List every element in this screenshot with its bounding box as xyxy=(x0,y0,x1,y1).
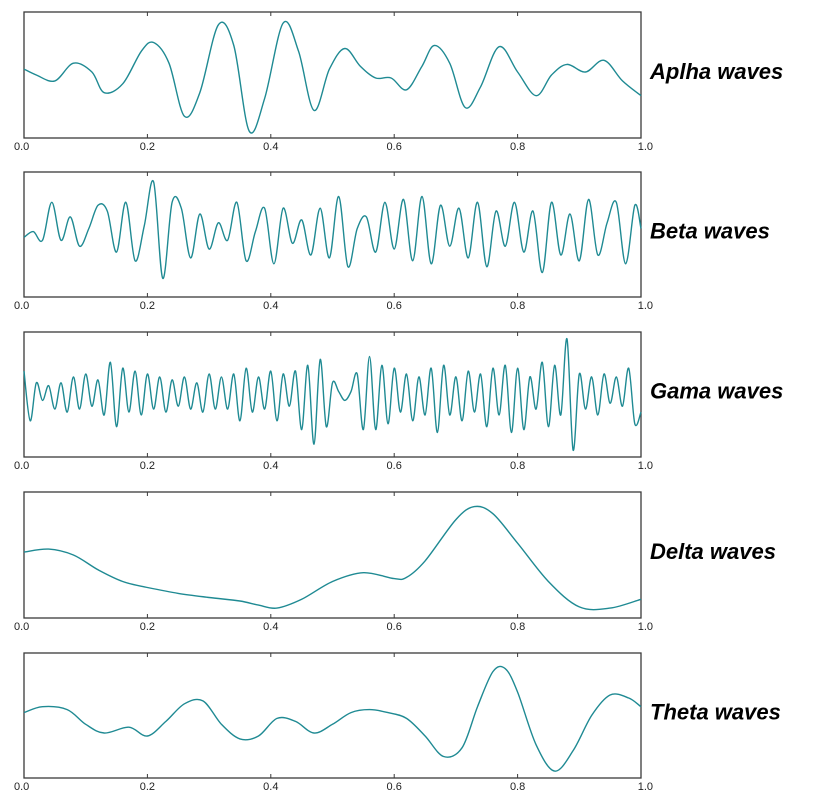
alpha-wave-line xyxy=(23,20,642,134)
gamma-wave-line xyxy=(23,338,642,451)
x-tick-label: 0.6 xyxy=(387,781,402,793)
theta-plot-frame xyxy=(23,652,642,779)
x-tick-label: 1.0 xyxy=(638,460,653,472)
x-tick-label: 0.2 xyxy=(140,300,155,312)
beta-wave-label: Beta waves xyxy=(650,218,770,243)
x-tick-label: 0.4 xyxy=(263,460,278,472)
x-tick-label: 1.0 xyxy=(638,300,653,312)
x-tick-label: 1.0 xyxy=(638,141,653,153)
theta-wave-label: Theta waves xyxy=(650,699,781,724)
x-tick-label: 0.0 xyxy=(14,460,29,472)
x-tick-label: 0.8 xyxy=(510,781,525,793)
x-tick-label: 0.8 xyxy=(510,621,525,633)
gamma-wave-label: Gama waves xyxy=(650,378,783,403)
x-tick-label: 0.6 xyxy=(387,460,402,472)
alpha-wave-panel: 0.0 0.2 0.4 0.6 0.8 1.0 Aplha waves xyxy=(14,11,783,153)
x-tick-label: 0.8 xyxy=(510,300,525,312)
x-tick-label: 0.6 xyxy=(387,621,402,633)
x-tick-label: 0.2 xyxy=(140,460,155,472)
beta-wave-panel: 0.0 0.2 0.4 0.6 0.8 1.0 Beta waves xyxy=(14,171,770,312)
delta-wave-line xyxy=(23,505,642,611)
x-tick-label: 0.2 xyxy=(140,781,155,793)
x-tick-label: 0.4 xyxy=(263,621,278,633)
x-tick-label: 0.0 xyxy=(14,781,29,793)
x-tick-label: 0.0 xyxy=(14,621,29,633)
delta-wave-panel: 0.0 0.2 0.4 0.6 0.8 1.0 Delta waves xyxy=(14,491,776,633)
x-tick-label: 0.2 xyxy=(140,621,155,633)
x-tick-label: 0.0 xyxy=(14,141,29,153)
x-tick-label: 0.4 xyxy=(263,300,278,312)
beta-wave-line xyxy=(23,180,642,280)
theta-wave-line xyxy=(23,665,642,772)
x-tick-label: 1.0 xyxy=(638,781,653,793)
x-tick-label: 0.6 xyxy=(387,141,402,153)
alpha-plot-frame xyxy=(23,11,642,139)
gamma-plot-frame xyxy=(23,331,642,458)
x-tick-label: 0.2 xyxy=(140,141,155,153)
x-tick-label: 0.8 xyxy=(510,460,525,472)
x-tick-label: 0.4 xyxy=(263,781,278,793)
x-tick-label: 1.0 xyxy=(638,621,653,633)
x-tick-label: 0.6 xyxy=(387,300,402,312)
x-tick-label: 0.8 xyxy=(510,141,525,153)
theta-wave-panel: 0.0 0.2 0.4 0.6 0.8 1.0 Theta waves xyxy=(14,652,781,793)
alpha-wave-label: Aplha waves xyxy=(649,59,783,84)
delta-wave-label: Delta waves xyxy=(650,539,776,564)
x-tick-label: 0.0 xyxy=(14,300,29,312)
delta-plot-frame xyxy=(23,491,642,619)
x-tick-label: 0.4 xyxy=(263,141,278,153)
gamma-wave-panel: 0.0 0.2 0.4 0.6 0.8 1.0 Gama waves xyxy=(14,331,783,472)
